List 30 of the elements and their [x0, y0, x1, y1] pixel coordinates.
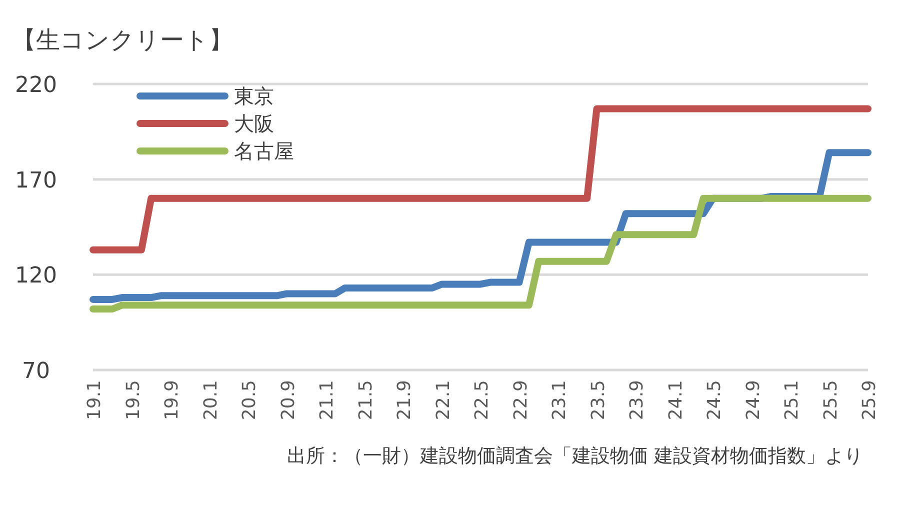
title: 【生コンクリート】: [12, 26, 233, 54]
x-tick-label: 23.5: [588, 380, 609, 420]
x-tick-label: 21.5: [355, 380, 376, 420]
x-tick-label: 23.1: [549, 380, 570, 420]
x-tick-label: 24.5: [704, 380, 725, 420]
y-tick-label: 70: [22, 359, 50, 384]
x-tick-label: 23.9: [626, 380, 648, 420]
y-tick-label: 220: [15, 73, 57, 98]
x-tick-label: 20.5: [239, 380, 260, 420]
x-tick-label: 19.5: [122, 380, 144, 420]
x-tick-label: 19.9: [162, 380, 182, 420]
x-tick-label: 22.5: [472, 380, 492, 420]
x-tick-label: 22.9: [510, 380, 532, 420]
x-tick-label: 20.9: [278, 380, 299, 420]
x-tick-label: 19.1: [84, 380, 105, 420]
x-tick-label: 24.9: [742, 380, 764, 420]
x-tick-label: 20.1: [200, 380, 222, 420]
legend-label: 名古屋: [234, 139, 294, 163]
x-tick-label: 21.9: [394, 380, 415, 420]
x-tick-label: 22.1: [432, 380, 454, 420]
x-tick-label: 25.5: [820, 380, 842, 420]
x-tick-label: 25.1: [782, 380, 802, 420]
x-tick-label: 21.1: [316, 380, 338, 420]
legend-label: 東京: [234, 84, 274, 108]
y-tick-label: 170: [15, 168, 57, 194]
x-tick-label: 24.1: [665, 380, 686, 420]
y-tick-label: 120: [15, 264, 57, 289]
x-tick-label: 25.9: [859, 380, 880, 420]
legend-label: 大阪: [234, 112, 274, 136]
text: 出所：（一財）建設物価調査会「建設物価 建設資材物価指数」より: [286, 445, 863, 467]
